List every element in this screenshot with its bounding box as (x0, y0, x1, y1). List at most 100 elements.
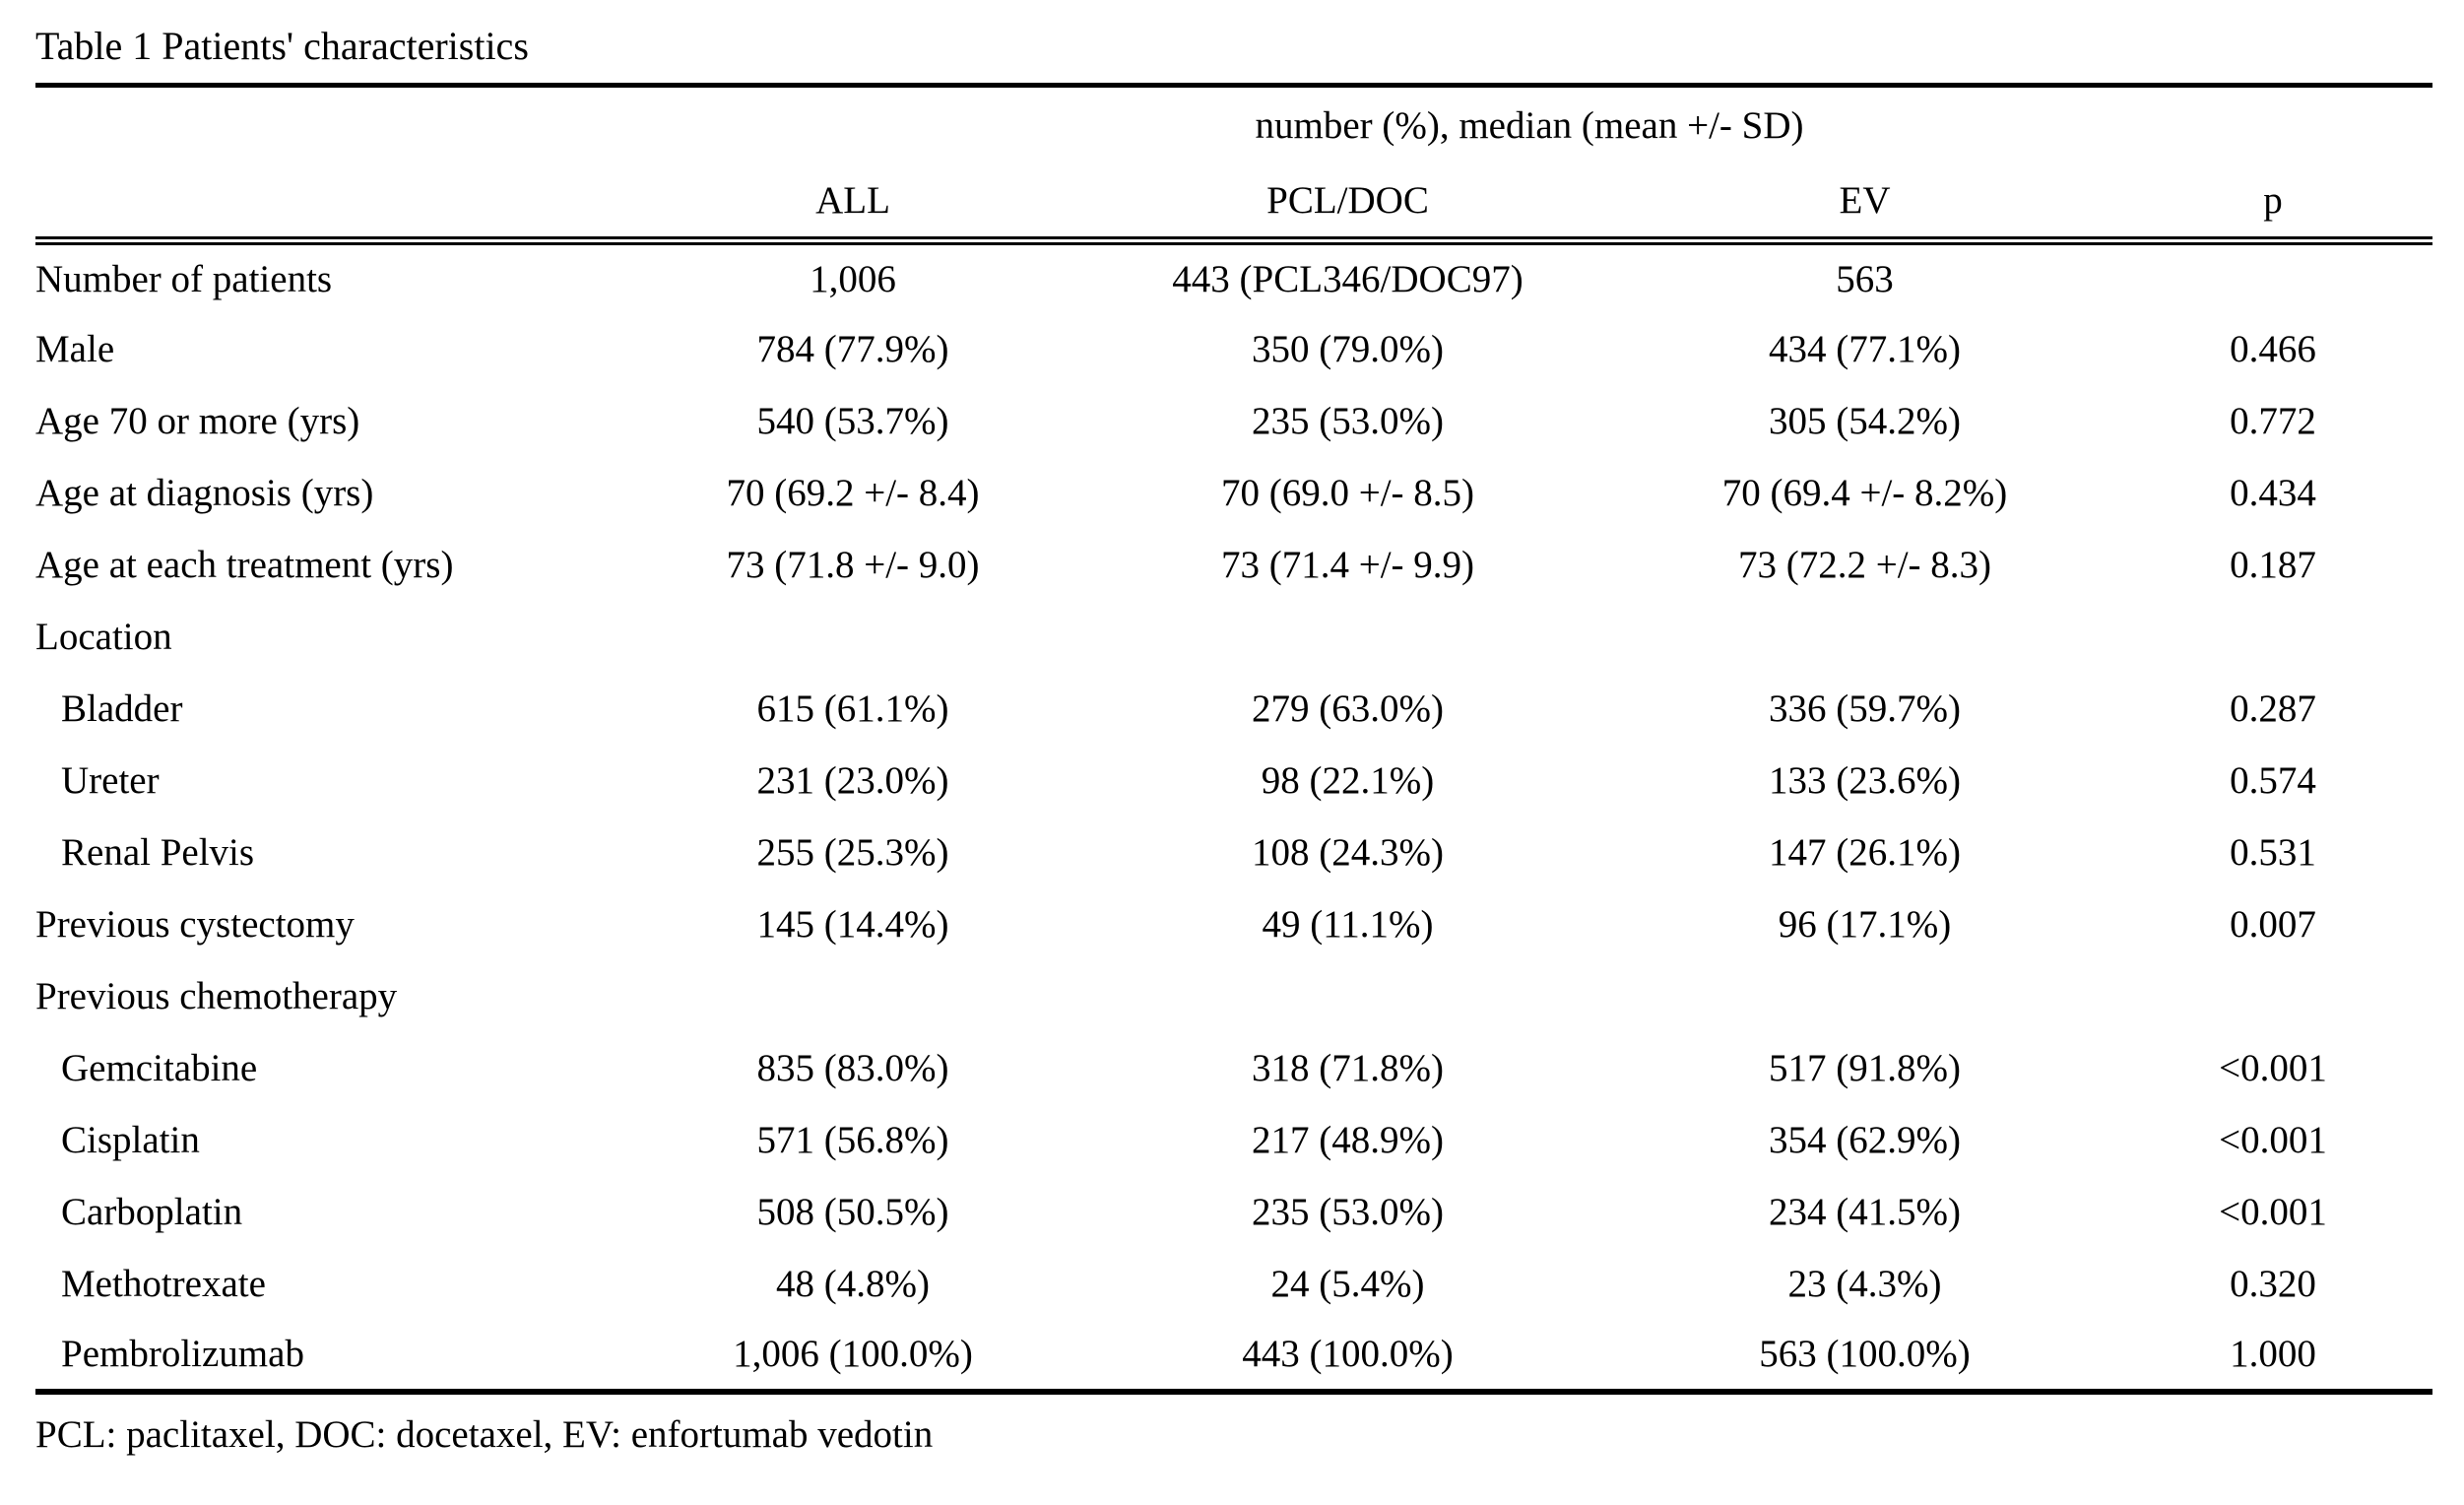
cell-ev: 96 (17.1%) (1778, 902, 1952, 946)
table-row: Ureter 231 (23.0%) 98 (22.1%) 133 (23.6%… (35, 745, 2432, 817)
cell-p: 0.320 (2230, 1262, 2316, 1305)
column-header-all: ALL (626, 164, 1079, 245)
cell-ev: 563 (1836, 257, 1894, 300)
table-row: Age at each treatment (yrs) 73 (71.8 +/-… (35, 529, 2432, 601)
cell-p (2113, 601, 2432, 673)
row-label: Bladder (61, 687, 183, 730)
cell-all: 70 (69.2 +/- 8.4) (726, 471, 980, 514)
row-label: Male (35, 327, 115, 370)
table-row: Renal Pelvis 255 (25.3%) 108 (24.3%) 147… (35, 817, 2432, 888)
cell-pcl-doc: 235 (53.0%) (1252, 399, 1444, 442)
row-label: Methotrexate (61, 1262, 266, 1305)
cell-ev: 517 (91.8%) (1769, 1046, 1961, 1089)
cell-p: <0.001 (2219, 1190, 2327, 1233)
cell-pcl-doc (1079, 960, 1616, 1032)
header-stub (35, 164, 626, 245)
cell-p: <0.001 (2219, 1046, 2327, 1089)
table-row: Age 70 or more (yrs) 540 (53.7%) 235 (53… (35, 385, 2432, 457)
row-label: Renal Pelvis (61, 830, 255, 874)
cell-p: 0.466 (2230, 327, 2316, 370)
cell-ev: 434 (77.1%) (1769, 327, 1961, 370)
cell-all: 255 (25.3%) (756, 830, 949, 874)
cell-all: 48 (4.8%) (776, 1262, 930, 1305)
cell-all (626, 601, 1079, 673)
cell-all: 615 (61.1%) (756, 687, 949, 730)
table-row: Gemcitabine 835 (83.0%) 318 (71.8%) 517 … (35, 1032, 2432, 1104)
column-header-ev: EV (1616, 164, 2113, 245)
table-footnote: PCL: paclitaxel, DOC: docetaxel, EV: enf… (35, 1412, 934, 1456)
cell-all: 1,006 (100.0%) (626, 1319, 1079, 1395)
cell-ev (1616, 601, 2113, 673)
table-row: Methotrexate 48 (4.8%) 24 (5.4%) 23 (4.3… (35, 1248, 2432, 1320)
cell-pcl-doc: 73 (71.4 +/- 9.9) (1220, 543, 1475, 586)
column-header-pcl-doc: PCL/DOC (1079, 164, 1616, 245)
row-label: Age at each treatment (yrs) (35, 543, 454, 586)
table-row: Carboplatin 508 (50.5%) 235 (53.0%) 234 … (35, 1176, 2432, 1248)
table-row: Cisplatin 571 (56.8%) 217 (48.9%) 354 (6… (35, 1104, 2432, 1176)
table-row: Male 784 (77.9%) 350 (79.0%) 434 (77.1%)… (35, 313, 2432, 385)
cell-p: 0.287 (2230, 687, 2316, 730)
column-header-row: ALL PCL/DOC EV p (35, 164, 2432, 245)
cell-all: 571 (56.8%) (756, 1118, 949, 1161)
row-label: Ureter (61, 758, 160, 802)
row-label: Pembrolizumab (35, 1319, 626, 1395)
cell-p: 0.007 (2230, 902, 2316, 946)
cell-pcl-doc: 70 (69.0 +/- 8.5) (1220, 471, 1475, 514)
header-stub (35, 86, 626, 164)
cell-p: 0.187 (2230, 543, 2316, 586)
cell-ev: 133 (23.6%) (1769, 758, 1961, 802)
cell-ev: 305 (54.2%) (1769, 399, 1961, 442)
cell-all: 145 (14.4%) (756, 902, 949, 946)
cell-pcl-doc: 217 (48.9%) (1252, 1118, 1444, 1161)
row-label: Cisplatin (61, 1118, 200, 1161)
cell-p: 1.000 (2113, 1319, 2432, 1395)
cell-p: 0.531 (2230, 830, 2316, 874)
cell-pcl-doc: 318 (71.8%) (1252, 1046, 1444, 1089)
cell-ev: 73 (72.2 +/- 8.3) (1737, 543, 1992, 586)
group-header-label: number (%), median (mean +/- SD) (1255, 104, 1804, 148)
cell-ev (1616, 960, 2113, 1032)
cell-pcl-doc: 443 (PCL346/DOC97) (1172, 257, 1524, 300)
cell-ev: 234 (41.5%) (1769, 1190, 1961, 1233)
table-row: Number of patients 1,006 443 (PCL346/DOC… (35, 241, 2432, 313)
cell-ev: 354 (62.9%) (1769, 1118, 1961, 1161)
cell-all: 73 (71.8 +/- 9.0) (726, 543, 980, 586)
cell-ev: 147 (26.1%) (1769, 830, 1961, 874)
cell-pcl-doc: 235 (53.0%) (1252, 1190, 1444, 1233)
cell-p: 0.434 (2230, 471, 2316, 514)
cell-all: 1,006 (810, 257, 896, 300)
cell-ev: 23 (4.3%) (1787, 1262, 1942, 1305)
row-label: Gemcitabine (61, 1046, 258, 1089)
table-row: Location (35, 601, 2432, 673)
cell-pcl-doc: 108 (24.3%) (1252, 830, 1444, 874)
cell-p (2113, 960, 2432, 1032)
cell-pcl-doc: 49 (11.1%) (1262, 902, 1434, 946)
patients-characteristics-table: number (%), median (mean +/- SD) ALL PCL… (35, 83, 2432, 1395)
table-row: Previous chemotherapy (35, 960, 2432, 1032)
cell-pcl-doc: 98 (22.1%) (1261, 758, 1435, 802)
row-label: Location (35, 615, 172, 658)
cell-all (626, 960, 1079, 1032)
row-label: Age at diagnosis (yrs) (35, 471, 374, 514)
cell-ev: 563 (100.0%) (1616, 1319, 2113, 1395)
table-row: Age at diagnosis (yrs) 70 (69.2 +/- 8.4)… (35, 457, 2432, 529)
row-label: Carboplatin (61, 1190, 243, 1233)
cell-pcl-doc: 443 (100.0%) (1079, 1319, 1616, 1395)
table-header: number (%), median (mean +/- SD) ALL PCL… (35, 86, 2432, 245)
row-label: Previous chemotherapy (35, 974, 398, 1017)
cell-all: 784 (77.9%) (756, 327, 949, 370)
cell-pcl-doc: 350 (79.0%) (1252, 327, 1444, 370)
cell-pcl-doc: 24 (5.4%) (1270, 1262, 1425, 1305)
row-label: Age 70 or more (yrs) (35, 399, 360, 442)
cell-all: 835 (83.0%) (756, 1046, 949, 1089)
cell-p (2113, 241, 2432, 313)
table-row: Bladder 615 (61.1%) 279 (63.0%) 336 (59.… (35, 673, 2432, 745)
cell-all: 540 (53.7%) (756, 399, 949, 442)
cell-pcl-doc: 279 (63.0%) (1252, 687, 1444, 730)
row-label: Number of patients (35, 257, 333, 300)
cell-all: 508 (50.5%) (756, 1190, 949, 1233)
cell-p: 0.772 (2230, 399, 2316, 442)
column-header-p: p (2113, 164, 2432, 245)
cell-pcl-doc (1079, 601, 1616, 673)
